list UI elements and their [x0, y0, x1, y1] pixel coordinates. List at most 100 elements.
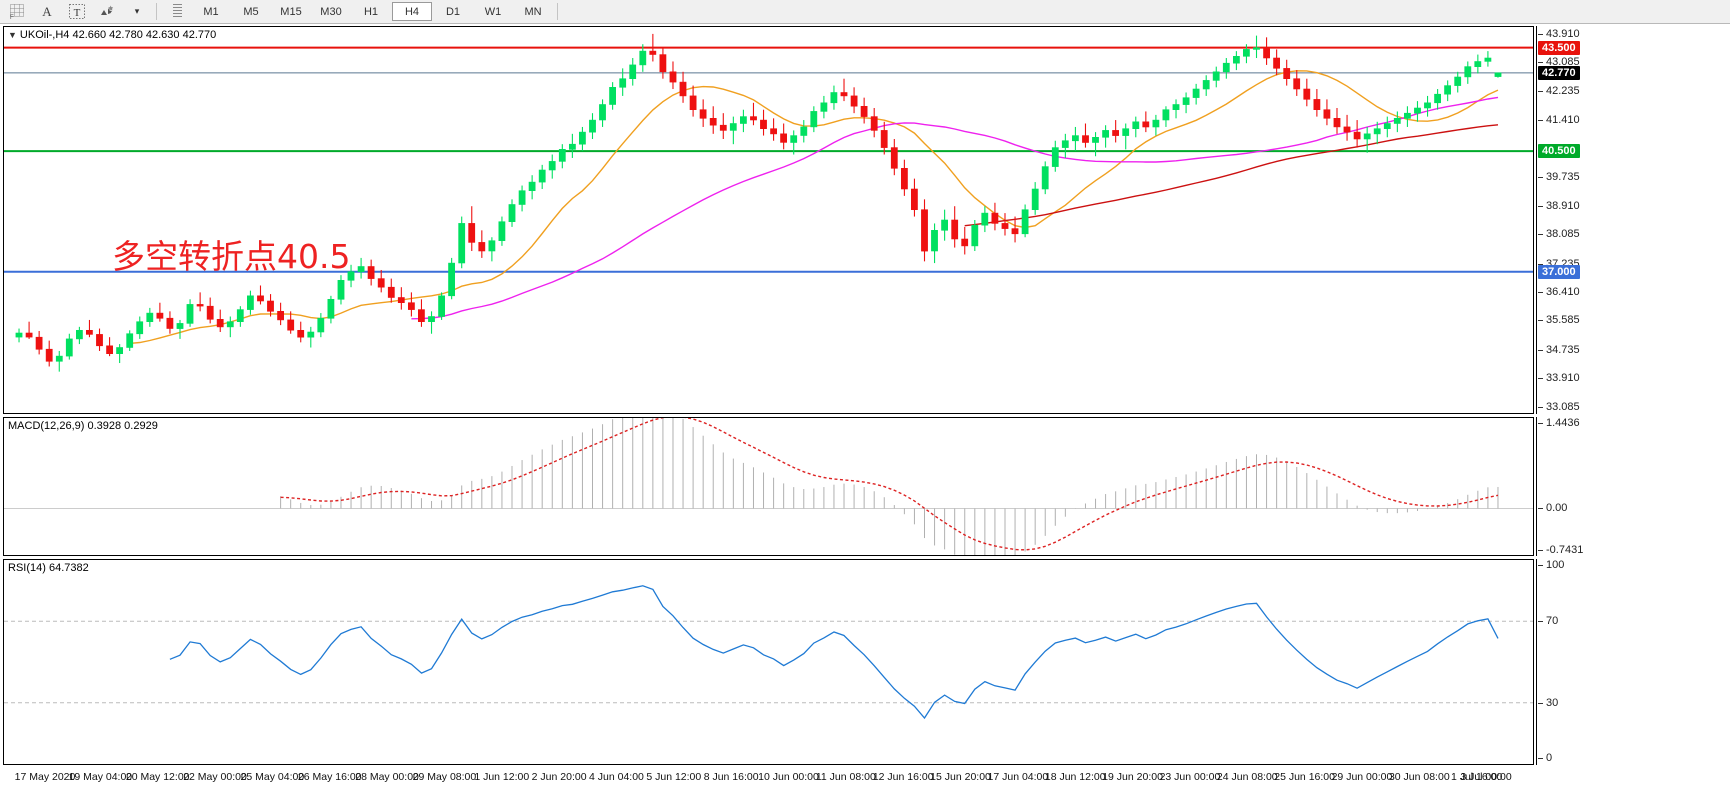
- price-panel-title: ▼ UKOil-,H4 42.660 42.780 42.630 42.770: [8, 29, 216, 41]
- time-label-10: 4 Jun 04:00: [589, 771, 644, 783]
- toolbar-divider: [156, 3, 157, 20]
- time-label-21: 24 Jun 08:00: [1216, 771, 1278, 783]
- time-label-20: 23 Jun 00:00: [1159, 771, 1221, 783]
- objects-icon[interactable]: [92, 1, 122, 22]
- collapse-icon[interactable]: ▼: [8, 30, 17, 40]
- macd-tick-zero: 0.00: [1546, 502, 1568, 515]
- axis-tick: [1538, 205, 1543, 207]
- time-label-1: 19 May 04:00: [68, 771, 133, 783]
- axis-tick: [1538, 758, 1543, 759]
- time-label-19: 19 Jun 20:00: [1102, 771, 1163, 783]
- price-tick-42.235: 42.235: [1546, 85, 1580, 98]
- axis-line-1: [1536, 417, 1537, 556]
- price-tick-43.910: 43.910: [1546, 27, 1580, 40]
- period-w1[interactable]: W1: [484, 5, 502, 18]
- rsi-tick-70: 70: [1546, 615, 1559, 628]
- time-label-4: 25 May 04:00: [240, 771, 305, 783]
- rsi-tick-0: 0: [1546, 752, 1553, 764]
- timeframe-list-icon[interactable]: [161, 1, 191, 22]
- price-tick-35.585: 35.585: [1546, 314, 1580, 327]
- macd-panel[interactable]: MACD(12,26,9) 0.3928 0.2929: [3, 417, 1534, 556]
- toolbar-divider-2: [557, 3, 558, 20]
- time-label-2: 20 May 12:00: [125, 771, 190, 783]
- resistance-badge-43500: 43.500: [1538, 40, 1580, 55]
- time-label-15: 12 Jun 16:00: [872, 771, 934, 783]
- axis-tick: [1538, 406, 1543, 408]
- time-label-22: 25 Jun 16:00: [1274, 771, 1335, 783]
- time-label-3: 22 May 00:00: [183, 771, 247, 783]
- axis-line-0: [1536, 26, 1537, 414]
- axis-tick: [1538, 508, 1543, 510]
- period-h1[interactable]: H1: [363, 5, 379, 18]
- axis-tick: [1538, 550, 1543, 551]
- time-axis[interactable]: 17 May 2020 19 May 04:00 20 May 12:00 22 Ma…: [3, 766, 1534, 791]
- price-tick-41.410: 41.410: [1546, 113, 1580, 126]
- time-label-18: 18 Jun 12:00: [1044, 771, 1106, 783]
- time-label-23: 29 Jun 00:00: [1331, 771, 1393, 783]
- time-label-17: 17 Jun 04:00: [987, 771, 1049, 783]
- current-price-badge: 42.770: [1538, 65, 1580, 80]
- price-chart-panel[interactable]: ▼ UKOil-,H4 42.660 42.780 42.630 42.770 多…: [3, 26, 1534, 414]
- symbol-ohlc-text: UKOil-,H4 42.660 42.780 42.630 42.770: [19, 29, 217, 41]
- period-d1[interactable]: D1: [445, 5, 461, 18]
- axis-tick: [1538, 234, 1543, 236]
- rsi-panel[interactable]: RSI(14) 64.7382: [3, 559, 1534, 765]
- axis-tick: [1538, 263, 1543, 265]
- text-box-icon[interactable]: T: [62, 1, 92, 22]
- price-tick-38.085: 38.085: [1546, 228, 1580, 241]
- axis-tick: [1538, 378, 1543, 380]
- rsi-tick-30: 30: [1546, 696, 1559, 709]
- axis-tick: [1538, 349, 1543, 351]
- rsi-panel-title: RSI(14) 64.7382: [8, 562, 89, 574]
- price-plot[interactable]: [4, 27, 1533, 413]
- objects-dropdown-icon[interactable]: ▾: [134, 6, 140, 16]
- time-label-13: 10 Jun 00:00: [758, 771, 819, 783]
- crosshair-grid-icon[interactable]: F: [2, 1, 32, 22]
- period-h4[interactable]: H4: [392, 2, 432, 21]
- time-label-14: 11 Jun 08:00: [815, 771, 876, 783]
- period-mn[interactable]: MN: [524, 5, 542, 18]
- price-tick-34.735: 34.735: [1546, 343, 1580, 356]
- period-m15[interactable]: M15: [280, 5, 302, 18]
- axis-tick: [1538, 33, 1543, 35]
- axis-tick: [1538, 119, 1543, 121]
- time-label-6: 28 May 00:00: [355, 771, 419, 783]
- period-m5[interactable]: M5: [243, 5, 259, 18]
- svg-text:T: T: [74, 7, 81, 19]
- period-m1[interactable]: M1: [203, 5, 219, 18]
- axis-tick: [1538, 565, 1543, 566]
- time-label-7: 29 May 08:00: [412, 771, 477, 783]
- pivot-badge-40500: 40.500: [1538, 144, 1580, 159]
- svg-text:F: F: [10, 15, 14, 19]
- axis-tick: [1538, 702, 1543, 704]
- rsi-plot[interactable]: [4, 560, 1533, 764]
- macd-tick-max: 1.4436: [1546, 417, 1580, 429]
- axis-tick: [1538, 177, 1543, 179]
- time-label-24: 30 Jun 08:00: [1388, 771, 1450, 783]
- price-tick-38.910: 38.910: [1546, 199, 1580, 212]
- axis-tick: [1538, 61, 1543, 63]
- price-tick-43.085: 43.085: [1546, 55, 1580, 68]
- time-label-8: 1 Jun 12:00: [474, 771, 530, 783]
- axis-tick: [1538, 292, 1543, 294]
- time-label-0: 17 May 2020: [14, 771, 76, 783]
- axis-tick: [1538, 621, 1543, 623]
- time-label-11: 5 Jun 12:00: [646, 771, 702, 783]
- support-badge-37000: 37.000: [1538, 264, 1580, 279]
- axis-tick: [1538, 320, 1543, 322]
- macd-plot[interactable]: [4, 418, 1533, 555]
- time-label-9: 2 Jun 20:00: [531, 771, 587, 783]
- chart-annotation: 多空转折点40.5: [112, 237, 351, 276]
- text-label-icon[interactable]: A: [42, 3, 52, 19]
- period-m30[interactable]: M30: [320, 5, 342, 18]
- toolbar: F A T ▾ M1 M5 M15 M30 H1 H4 D1 W1 M: [0, 0, 1730, 24]
- time-label-16: 15 Jun 20:00: [930, 771, 991, 783]
- macd-tick-min: -0.7431: [1546, 544, 1584, 556]
- rsi-tick-100: 100: [1546, 559, 1565, 571]
- axis-line-2: [1536, 559, 1537, 765]
- axis-tick: [1538, 423, 1543, 424]
- right-value-axis[interactable]: 43.910 43.085 42.235 41.410 39.735 38.910 38.0…: [1536, 26, 1730, 765]
- time-label-12: 8 Jun 16:00: [703, 771, 759, 783]
- time-label-5: 26 May 16:00: [297, 771, 362, 783]
